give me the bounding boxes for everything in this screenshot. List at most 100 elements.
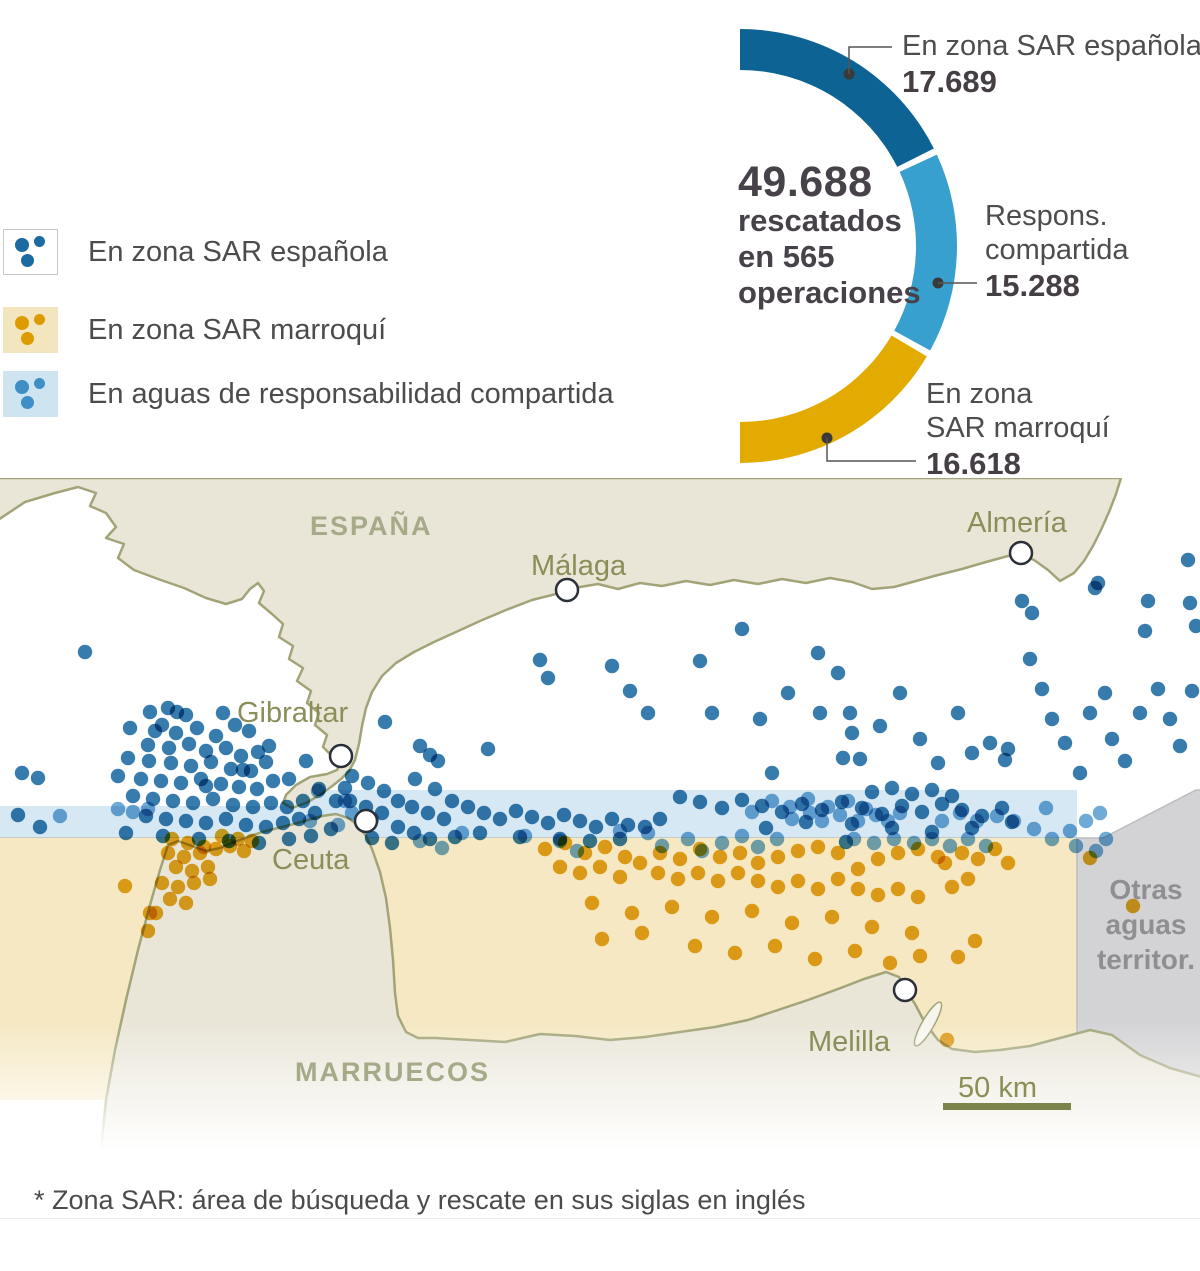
rescue-dot-espanola [572, 813, 588, 829]
label-malaga: Málaga [531, 550, 627, 582]
rescue-dot-espanola [30, 770, 46, 786]
legend-dot [15, 316, 29, 330]
donut-segment-0 [740, 29, 934, 167]
rescue-dot-espanola [492, 811, 508, 827]
rescue-dot-espanola [153, 773, 169, 789]
rescue-dot-espanola [231, 779, 247, 795]
rescue-dot-compartida [1068, 838, 1084, 854]
rescue-dot-compartida [302, 813, 318, 829]
legend-label-marroqui: En zona SAR marroquí [88, 313, 387, 346]
label-almeria: Almería [967, 507, 1067, 539]
rescue-dot-espanola [652, 811, 668, 827]
label-otras-line3: territor. [1096, 944, 1196, 975]
rescue-dot-espanola [281, 771, 297, 787]
rescue-dot-espanola [110, 768, 126, 784]
rescue-dot-espanola [734, 792, 750, 808]
rescue-dot-espanola [218, 740, 234, 756]
rescue-dot-espanola [692, 653, 708, 669]
rescue-dot-espanola [142, 704, 158, 720]
rescue-dot-marroqui [162, 891, 178, 907]
rescue-dot-espanola [360, 775, 376, 791]
rescue-dot-espanola [227, 717, 243, 733]
rescue-dot-espanola [892, 685, 908, 701]
rescue-dot-marroqui [944, 879, 960, 895]
rescue-dot-espanola [223, 761, 239, 777]
rescue-dot-espanola [14, 765, 30, 781]
callout-value-espanola: 17.689 [902, 64, 997, 99]
rescue-dot-compartida [924, 831, 940, 847]
rescue-dot-espanola [205, 791, 221, 807]
rescue-dot-espanola [1024, 605, 1040, 621]
rescue-dot-espanola [1182, 595, 1198, 611]
rescue-dot-espanola [118, 825, 134, 841]
rescue-dot-espanola [225, 797, 241, 813]
callout-label-compartida-2: compartida [985, 234, 1129, 266]
rescue-dot-espanola [1162, 711, 1178, 727]
rescue-dot-espanola [291, 811, 307, 827]
rescue-dot-marroqui [584, 895, 600, 911]
callout-label-compartida-1: Respons. [985, 200, 1108, 232]
rescue-dot-compartida [412, 833, 428, 849]
rescue-dot-marroqui [664, 899, 680, 915]
rescue-dot-marroqui [164, 831, 180, 847]
rescue-dot-marroqui [1000, 855, 1016, 871]
rescue-dot-marroqui [987, 841, 1003, 857]
rescue-dot-compartida [942, 838, 958, 854]
footnote: * Zona SAR: área de búsqueda y rescate e… [34, 1185, 806, 1215]
rescue-dot-compartida [846, 831, 862, 847]
callout-label-marroqui-1: En zona [926, 378, 1033, 410]
rescue-dot-espanola [298, 753, 314, 769]
rescue-dot-compartida [989, 808, 1005, 824]
rescue-dot-marroqui [557, 835, 573, 851]
rescue-dot-espanola [422, 747, 438, 763]
label-ceuta: Ceuta [272, 844, 350, 876]
half-donut-chart [740, 29, 977, 463]
rescue-dot-espanola [10, 807, 26, 823]
rescue-dot-espanola [163, 755, 179, 771]
rescue-dot-marroqui [750, 855, 766, 871]
rescue-dot-marroqui [202, 871, 218, 887]
city-marker-melilla [892, 977, 918, 1003]
label-gibraltar: Gibraltar [237, 697, 349, 729]
rescue-dot-compartida [866, 835, 882, 851]
rescue-dot-espanola [734, 621, 750, 637]
rescue-dot-marroqui [612, 869, 628, 885]
rescue-dot-marroqui [910, 889, 926, 905]
rescue-dot-espanola [472, 825, 488, 841]
rescue-dot-espanola [508, 803, 524, 819]
rescue-dot-marroqui [882, 955, 898, 971]
rescue-dot-compartida [744, 804, 760, 820]
rescue-dot-espanola [235, 762, 251, 778]
rescue-dot-marroqui [192, 845, 208, 861]
callout-value-compartida: 15.288 [985, 268, 1080, 303]
legend-dot [21, 332, 34, 345]
rescue-dot-compartida [337, 793, 353, 809]
rescue-dot-espanola [930, 755, 946, 771]
rescue-dot-marroqui [692, 841, 708, 857]
chart-total-value: 49.688 [738, 158, 873, 206]
rescue-dot-marroqui [784, 915, 800, 931]
callout-line-espanola [848, 46, 892, 74]
rescue-dot-espanola [154, 717, 170, 733]
rescue-dot-espanola [1188, 618, 1200, 634]
legend-dot [15, 238, 29, 252]
rescue-dot-espanola [141, 753, 157, 769]
rescue-dot-marroqui [230, 831, 246, 847]
rescue-dot-espanola [1140, 593, 1156, 609]
rescue-dot-espanola [420, 805, 436, 821]
rescue-dot-espanola [337, 780, 353, 796]
rescue-dot-espanola [1082, 705, 1098, 721]
rescue-dot-espanola [1057, 735, 1073, 751]
rescue-dot-compartida [310, 783, 326, 799]
rescue-dot-marroqui [617, 849, 633, 865]
rescue-dot-marroqui [890, 845, 906, 861]
rescue-dot-espanola [1104, 731, 1120, 747]
rescue-dot-espanola [524, 809, 540, 825]
rescue-dot-espanola [835, 750, 851, 766]
rescue-dot-espanola [1014, 593, 1030, 609]
rescue-dot-compartida [1062, 823, 1078, 839]
rescue-dot-espanola [198, 778, 214, 794]
rescue-dot-espanola [275, 815, 291, 831]
rescue-dot-espanola [178, 813, 194, 829]
rescue-dot-marroqui [672, 851, 688, 867]
